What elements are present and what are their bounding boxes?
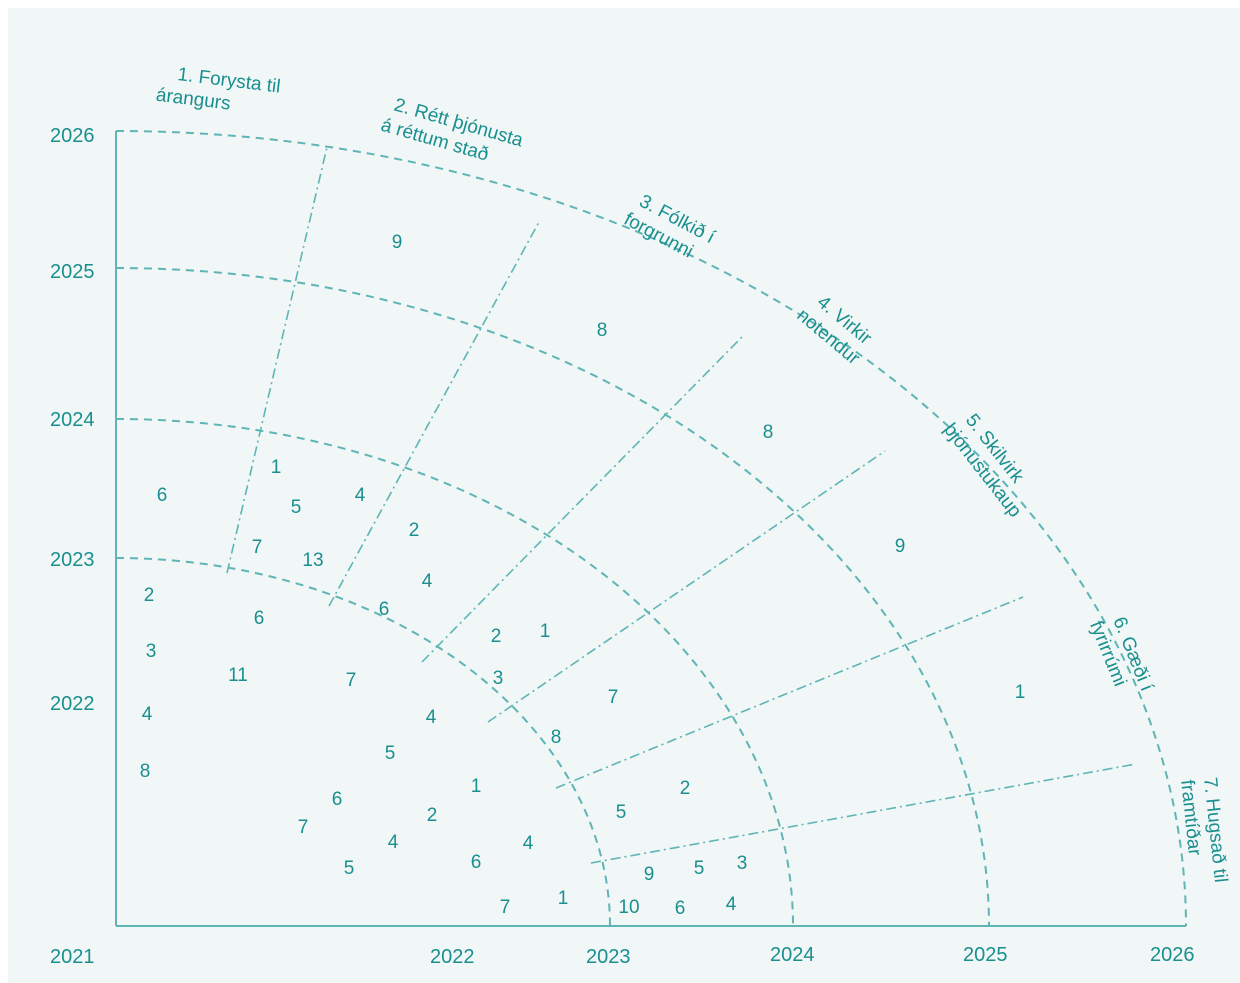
number-marker: 4 [523, 833, 534, 854]
number-marker: 8 [551, 727, 562, 748]
year-label-2021: 2021 [50, 946, 95, 968]
number-marker: 2 [427, 805, 438, 826]
pillar-divider-6 [590, 763, 1137, 864]
number-marker: 8 [140, 761, 151, 782]
number-marker: 1 [558, 888, 569, 909]
pillar-label-1: 1. Forysta til árangurs [155, 64, 282, 114]
number-marker: 6 [471, 852, 482, 873]
pillar-7-line1: 7. Hugsað til [1199, 776, 1231, 883]
number-marker: 7 [500, 897, 511, 918]
number-marker: 6 [675, 898, 686, 919]
number-marker: 6 [157, 485, 168, 506]
pillar-divider-1 [226, 146, 328, 574]
number-marker: 11 [228, 665, 248, 686]
number-marker: 10 [618, 897, 639, 918]
pillar-label-4: 4. Virkir notendur [793, 292, 876, 370]
pillar-divider-4 [487, 450, 886, 723]
number-marker: 9 [895, 536, 906, 557]
year-arc-2023 [115, 557, 611, 927]
pillar-label-5: 5. Skilvirk þjónustukaup [939, 410, 1028, 521]
number-marker: 5 [291, 497, 302, 518]
year-arc-2024 [115, 418, 794, 927]
pillar-divider-5 [555, 596, 1024, 789]
number-marker: 4 [726, 894, 737, 915]
number-marker: 2 [491, 626, 502, 647]
number-marker: 5 [616, 802, 627, 823]
year-label-2023-vertical: 2023 [50, 549, 95, 571]
number-marker: 5 [344, 858, 355, 879]
number-marker: 7 [298, 817, 309, 838]
year-arc-2025 [115, 267, 990, 927]
number-marker: 2 [144, 585, 155, 606]
pillar-label-7: 7. Hugsað til framtíðar [1176, 776, 1231, 883]
year-arc-2026 [115, 130, 1187, 927]
number-marker: 1 [471, 776, 482, 797]
number-marker: 2 [680, 778, 691, 799]
number-marker: 4 [426, 707, 437, 728]
number-marker: 2 [409, 520, 420, 541]
year-label-2022-horizontal: 2022 [430, 946, 475, 968]
pillar-divider-3 [421, 336, 743, 663]
number-marker: 7 [346, 670, 357, 691]
number-marker: 5 [694, 858, 705, 879]
number-marker: 8 [597, 320, 608, 341]
year-label-2026-vertical: 2026 [50, 125, 95, 147]
year-label-2024-vertical: 2024 [50, 409, 95, 431]
number-marker: 4 [422, 571, 433, 592]
number-marker: 1 [1015, 682, 1026, 703]
number-marker: 3 [737, 853, 748, 874]
year-label-2025-vertical: 2025 [50, 261, 95, 283]
pillar-label-6: 6. Gæði í fyrirrúmi [1085, 614, 1157, 695]
number-marker: 3 [146, 641, 157, 662]
number-marker: 6 [332, 789, 343, 810]
number-marker: 6 [379, 599, 390, 620]
number-marker: 5 [385, 743, 396, 764]
number-marker: 3 [493, 668, 504, 689]
pillar-divider-2 [328, 221, 540, 607]
number-marker: 1 [540, 621, 551, 642]
pillar-label-3: 3. Fólkið í forgrunni [620, 191, 718, 263]
number-markers: 6 1 5 4 7 13 2 4 6 2 1 3 2 3 4 8 6 11 7 … [140, 232, 1026, 919]
year-label-2022-vertical: 2022 [50, 693, 95, 715]
number-marker: 7 [252, 537, 263, 558]
roadmap-diagram: 2026 2025 2024 2023 2022 2021 2022 2023 … [8, 8, 1240, 983]
year-label-2023-horizontal: 2023 [586, 946, 631, 968]
year-label-2026-horizontal: 2026 [1150, 944, 1195, 966]
number-marker: 4 [388, 832, 399, 853]
number-marker: 4 [355, 485, 366, 506]
year-label-2024-horizontal: 2024 [770, 944, 815, 966]
number-marker: 6 [254, 608, 265, 629]
year-label-2025-horizontal: 2025 [963, 944, 1008, 966]
roadmap-radial-chart: 2026 2025 2024 2023 2022 2021 2022 2023 … [50, 64, 1231, 968]
number-marker: 9 [644, 864, 655, 885]
pillar-label-2: 2. Rétt þjónusta á réttum stað [379, 95, 526, 166]
number-marker: 4 [142, 704, 153, 725]
number-marker: 8 [763, 422, 774, 443]
number-marker: 1 [271, 457, 282, 478]
number-marker: 7 [608, 687, 619, 708]
number-marker: 13 [302, 550, 323, 571]
number-marker: 9 [392, 232, 403, 253]
